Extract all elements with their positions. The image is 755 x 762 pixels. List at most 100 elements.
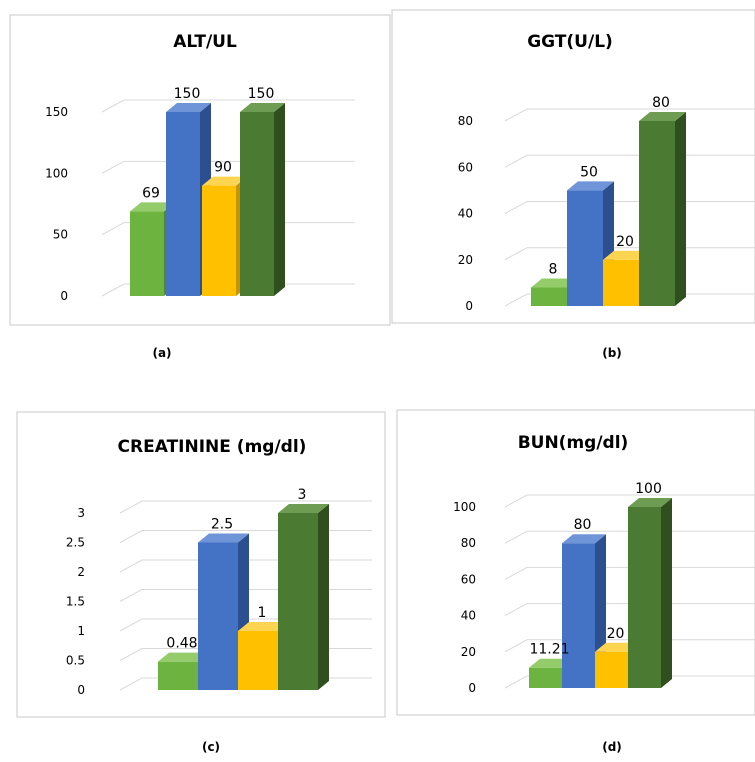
bar-front [639, 121, 675, 306]
bar-blue [567, 181, 614, 306]
bar-front [531, 287, 567, 306]
panel-caption-a: (a) [152, 346, 171, 360]
data-label: 1 [258, 605, 267, 621]
bar-front [166, 112, 200, 296]
panel-caption-c: (c) [202, 740, 220, 754]
y-tick-label: 1.5 [66, 595, 85, 609]
gridline [504, 530, 755, 544]
panel-caption-b: (b) [602, 346, 622, 360]
data-label: 80 [652, 95, 670, 111]
y-tick-label: 100 [45, 166, 68, 180]
data-label: 20 [616, 234, 634, 250]
bar-side [661, 498, 672, 688]
y-tick-label: 100 [453, 500, 476, 514]
bar-top [158, 652, 209, 662]
bar-front [202, 185, 236, 296]
bar-front [603, 259, 639, 306]
bar-front [198, 542, 238, 690]
chart-title: CREATININE (mg/dl) [118, 437, 307, 457]
y-tick-label: 3 [77, 506, 85, 520]
bar-top [278, 504, 329, 513]
chart-title: GGT(U/L) [527, 32, 613, 52]
bar-front [238, 631, 278, 690]
data-label: 20 [607, 626, 625, 642]
gridline [504, 566, 755, 580]
y-tick-label: 20 [458, 253, 473, 267]
data-label: 8 [549, 262, 558, 278]
data-label: 80 [574, 517, 592, 533]
gridline [101, 99, 355, 113]
gridline [504, 201, 755, 214]
bar-darkgreen [278, 504, 329, 690]
bar-top [628, 498, 672, 507]
y-tick-label: 150 [45, 105, 68, 119]
bar-top [603, 250, 650, 260]
bar-darkgreen [628, 498, 672, 688]
y-tick-label: 50 [53, 228, 68, 242]
data-label: 100 [635, 481, 662, 497]
chart-panel-b: GGT(U/L) 0 20 40 60 80 8 50 20 80 (b) [391, 9, 755, 360]
y-tick-label: 40 [461, 609, 476, 623]
bar-top [130, 202, 175, 212]
y-tick-label: 40 [458, 207, 473, 221]
bar-side [274, 103, 285, 296]
bar-front [278, 513, 318, 690]
chart-title: BUN(mg/dl) [518, 433, 629, 453]
bar-front [567, 190, 603, 306]
bar-darkgreen [639, 112, 686, 306]
bar-top [562, 534, 606, 544]
chart-title: ALT/UL [173, 32, 237, 52]
bar-side [675, 112, 686, 306]
bar-front [529, 667, 562, 688]
y-tick-label: 0 [468, 681, 476, 695]
chart-frame [9, 14, 391, 326]
y-tick-label: 2 [77, 565, 85, 579]
chart-frame [391, 9, 755, 324]
bar-top [166, 103, 211, 112]
chart-panel-d: BUN(mg/dl) 0 20 40 60 80 100 11.21 80 20 100 (d) [396, 409, 755, 754]
gridline [119, 500, 372, 514]
y-tick-label: 0 [465, 299, 473, 313]
y-tick-label: 60 [461, 572, 476, 586]
bar-front [562, 543, 595, 688]
bar-top [240, 103, 285, 112]
gridline [504, 154, 755, 168]
bar-top [531, 278, 578, 288]
bar-front [595, 651, 628, 688]
bar-blue [198, 533, 249, 690]
panel-caption-d: (d) [602, 740, 622, 754]
y-tick-label: 60 [458, 160, 473, 174]
y-tick-label: 1 [77, 624, 85, 638]
gridline [504, 603, 755, 617]
y-tick-label: 20 [461, 645, 476, 659]
gridline [504, 494, 755, 508]
data-label: 11.21 [529, 642, 569, 658]
y-tick-label: 80 [458, 114, 473, 128]
data-label: 50 [580, 164, 598, 180]
y-tick-label: 0.5 [66, 654, 85, 668]
data-label: 150 [174, 86, 201, 102]
gridline [504, 639, 755, 653]
bar-top [238, 622, 289, 631]
y-tick-label: 80 [461, 536, 476, 550]
chart-frame [396, 409, 755, 716]
bar-yellow [202, 176, 247, 296]
data-label: 69 [142, 185, 160, 201]
data-label: 150 [248, 86, 275, 102]
bar-top [567, 181, 614, 191]
y-tick-label: 2.5 [66, 536, 85, 550]
bar-front [130, 211, 164, 296]
bar-darkgreen [240, 103, 285, 296]
data-label: 3 [298, 487, 307, 503]
bar-front [240, 112, 274, 296]
data-label: 90 [214, 160, 232, 176]
chart-panel-a: ALT/UL 0 50 100 150 69 150 90 150 (a) [9, 14, 391, 360]
data-label: 0.48 [166, 636, 197, 652]
bar-front [628, 507, 661, 688]
y-tick-label: 0 [77, 683, 85, 697]
chart-frame [16, 411, 386, 718]
gridline [504, 675, 755, 689]
bar-side [318, 504, 329, 690]
bar-top [639, 112, 686, 121]
y-tick-label: 0 [60, 289, 68, 303]
